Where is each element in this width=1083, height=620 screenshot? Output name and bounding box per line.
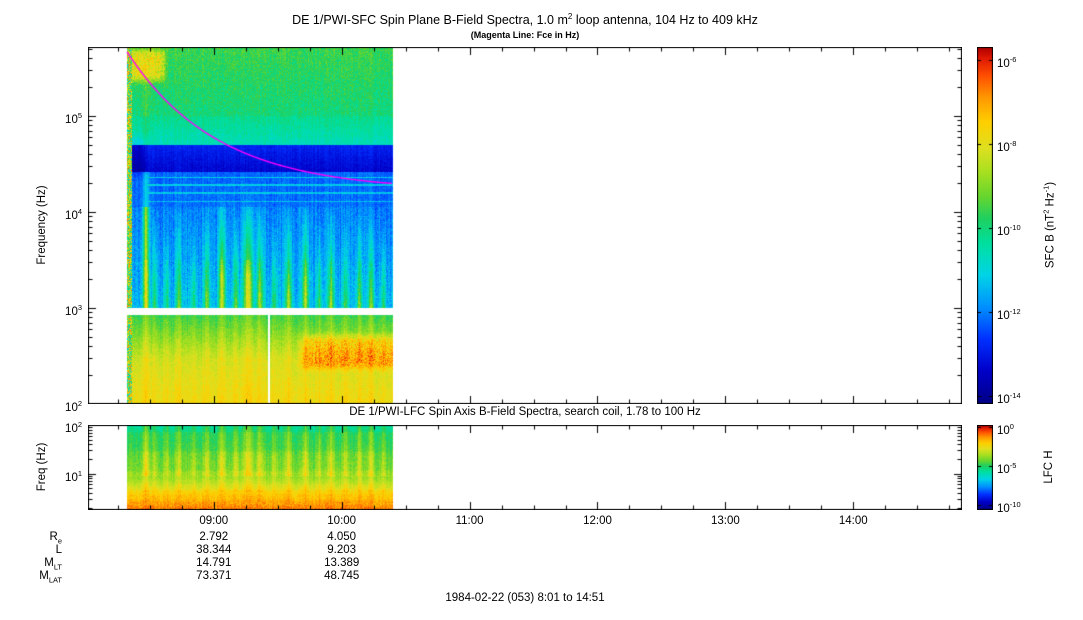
x-tick-label: 10:00 [327, 515, 357, 527]
lfc-y-tick-label: 101 [65, 468, 82, 484]
sfc-colorbar-tick-label: 10-10 [997, 222, 1021, 238]
ephemeris-value: 9.203 [327, 544, 357, 556]
x-tick-label: 12:00 [583, 515, 612, 527]
main-subtitle: (Magenta Line: Fce in Hz) [470, 30, 580, 40]
ephemeris-row-label: L [55, 544, 62, 556]
sfc-y-tick-label: 104 [65, 207, 82, 222]
ephemeris-value: 48.745 [324, 570, 360, 582]
sfc-y-tick-label: 103 [65, 303, 82, 318]
main-title: DE 1/PWI-SFC Spin Plane B-Field Spectra,… [292, 12, 758, 28]
lfc-colorbar-tick-label: 10-10 [997, 499, 1021, 515]
sfc-colorbar-tick-label: 10-6 [997, 54, 1017, 70]
ephemeris-value: 2.792 [199, 531, 229, 543]
x-tick-label: 14:00 [838, 515, 868, 527]
sfc-y-tick-label: 105 [65, 111, 82, 126]
x-tick-label: 13:00 [710, 515, 740, 527]
sfc-y-axis-label: Frequency (Hz) [36, 185, 48, 265]
lfc-y-tick-label: 102 [65, 420, 82, 435]
sfc-colorbar-tick-label: 10-12 [997, 306, 1021, 322]
x-tick-label: 11:00 [455, 515, 484, 527]
lfc-title: DE 1/PWI-LFC Spin Axis B-Field Spectra, … [349, 406, 701, 418]
ephemeris-value: 38.344 [196, 544, 232, 556]
ephemeris-value: 14.791 [196, 557, 232, 569]
lfc-spectrogram-canvas [88, 425, 962, 510]
ephemeris-value: 13.389 [324, 557, 360, 569]
ephemeris-value: 4.050 [327, 531, 357, 543]
lfc-colorbar [977, 425, 993, 510]
sfc-colorbar-tick-label: 10-8 [997, 138, 1017, 154]
sfc-y-tick-label: 102 [65, 399, 82, 414]
sfc-spectrogram-canvas [88, 47, 962, 404]
x-tick-label: 09:00 [199, 515, 229, 527]
sfc-colorbar-tick-label: 10-14 [997, 390, 1021, 406]
lfc-colorbar-tick-label: 100 [997, 422, 1014, 438]
ephemeris-value: 73.371 [196, 570, 232, 582]
ephemeris-row-label: MLT [44, 557, 62, 572]
lfc-colorbar-tick-label: 10-5 [997, 460, 1017, 476]
footer-datetime: 1984-02-22 (053) 8:01 to 14:51 [445, 592, 605, 604]
ephemeris-row-label: MLAT [39, 570, 62, 585]
sfc-colorbar [977, 47, 993, 404]
ephemeris-row-label: Re [49, 531, 62, 546]
